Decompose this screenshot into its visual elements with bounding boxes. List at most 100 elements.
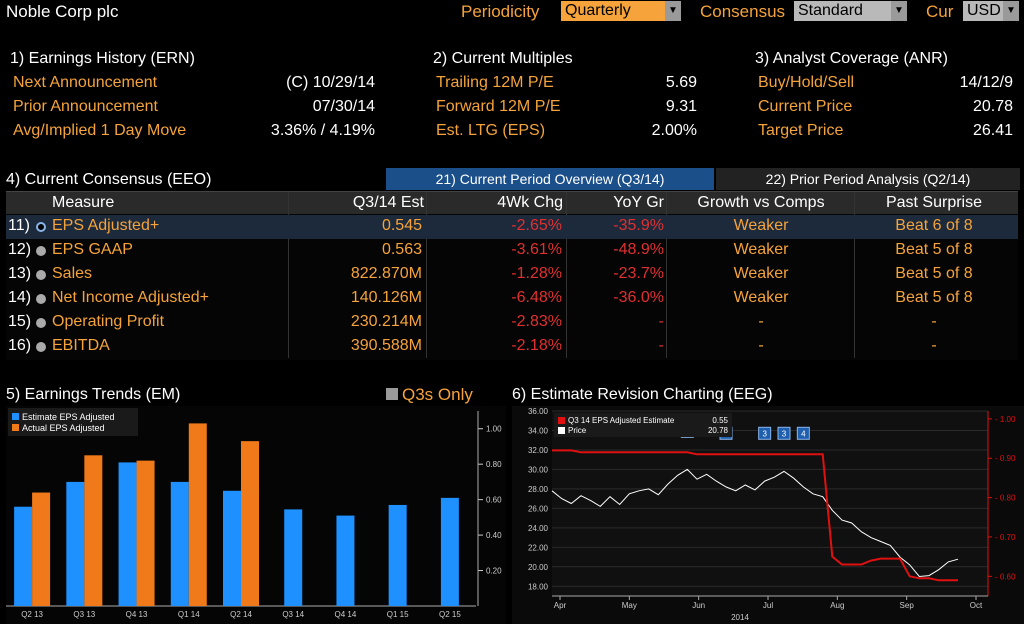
estimate-value: 390.588M: [350, 337, 422, 354]
anr-label-target: Target Price: [758, 122, 844, 139]
anr-title[interactable]: 3) Analyst Coverage (ANR): [755, 50, 948, 67]
ern-value-next: (C) 10/29/14: [286, 74, 375, 91]
legend-background: [554, 413, 732, 437]
four-week-change: -3.61%: [511, 241, 562, 258]
row-number: 15): [8, 313, 32, 330]
col-surprise[interactable]: Past Surprise: [885, 194, 983, 211]
anr-value-target: 26.41: [972, 122, 1013, 139]
multiples-value-trailing: 5.69: [665, 74, 697, 91]
plot-area: [552, 411, 988, 596]
growth-vs-comps: Weaker: [733, 289, 789, 306]
radio-button[interactable]: [36, 318, 46, 328]
currency-select[interactable]: USD: [963, 1, 1003, 21]
tab-prior-period[interactable]: 22) Prior Period Analysis (Q2/14): [716, 168, 1020, 190]
measure-name: EPS GAAP: [52, 241, 133, 258]
revision-marker-box: [796, 426, 810, 440]
y-left-tick-label: 32.00: [528, 446, 549, 455]
y-tick-label: 0.40: [486, 531, 502, 540]
y-right-tick-label: - 0.80: [995, 494, 1016, 503]
eeo-table: Measure Q3/14 Est 4Wk Chg YoY Gr Growth …: [6, 191, 1018, 360]
radio-button[interactable]: [36, 342, 46, 352]
eeg-title[interactable]: 6) Estimate Revision Charting (EEG): [512, 386, 773, 403]
y-left-tick-label: 18.00: [528, 582, 549, 591]
legend-swatch: [558, 427, 565, 434]
measure-name: Net Income Adjusted+: [52, 289, 209, 306]
table-row[interactable]: 15) Operating Profit 230.214M -2.83% - - -: [6, 311, 1018, 335]
past-surprise: Beat 5 of 8: [895, 241, 973, 258]
chevron-down-icon[interactable]: ▼: [1003, 1, 1019, 21]
col-est[interactable]: Q3/14 Est: [352, 194, 424, 211]
eeo-title[interactable]: 4) Current Consensus (EEO): [6, 171, 212, 188]
earnings-trend-chart: 0.20 0.40 0.60 0.80 1.00 Q2 13 Q3 13 Q4 13 Q1 14…: [6, 406, 506, 624]
col-growth[interactable]: Growth vs Comps: [697, 194, 825, 211]
x-tick-label: Oct: [970, 601, 983, 610]
x-tick-label: Apr: [554, 601, 567, 610]
legend-value: 20.78: [708, 426, 729, 435]
past-surprise: Beat 5 of 8: [895, 265, 973, 282]
y-tick-label: 0.80: [486, 460, 502, 469]
actual-bar: [32, 492, 51, 606]
ern-label-move: Avg/Implied 1 Day Move: [13, 122, 187, 139]
x-tick-label: Q3 13: [73, 610, 95, 619]
ern-label-next: Next Announcement: [13, 74, 158, 91]
radio-button[interactable]: [36, 246, 46, 256]
measure-name: EPS Adjusted+: [52, 217, 160, 234]
em-title[interactable]: 5) Earnings Trends (EM): [6, 386, 181, 403]
multiples-value-ltg: 2.00%: [651, 122, 697, 139]
chevron-down-icon[interactable]: ▼: [891, 1, 907, 21]
estimate-revision-chart: 18.00 20.00 22.00 24.00 26.00 28.00 30.00 32.00…: [512, 406, 1024, 624]
table-row[interactable]: 16) EBITDA 390.588M -2.18% - - -: [6, 335, 1018, 359]
multiples-label-ltg: Est. LTG (EPS): [436, 122, 546, 139]
col-4wk[interactable]: 4Wk Chg: [497, 194, 563, 211]
periodicity-select[interactable]: Quarterly: [561, 1, 665, 21]
radio-button[interactable]: [36, 270, 46, 280]
col-yoy[interactable]: YoY Gr: [613, 194, 664, 211]
table-row[interactable]: 11) EPS Adjusted+ 0.545 -2.65% -35.9% Weaker B…: [6, 215, 1018, 239]
x-tick-label: Q4 14: [335, 610, 357, 619]
eeo-header-row: [6, 192, 1018, 214]
estimate-value: 140.126M: [350, 289, 422, 306]
estimate-value: 230.214M: [350, 313, 422, 330]
ern-title[interactable]: 1) Earnings History (ERN): [10, 50, 195, 67]
measure-name: EBITDA: [52, 337, 110, 354]
chevron-down-icon[interactable]: ▼: [665, 1, 681, 21]
x-tick-label: Q2 15: [439, 610, 461, 619]
y-left-tick-label: 34.00: [528, 426, 549, 435]
legend-label: Q3 14 EPS Adjusted Estimate: [568, 416, 675, 425]
actual-bar: [136, 460, 155, 606]
anr-label-bhs: Buy/Hold/Sell: [758, 74, 855, 91]
y-tick-label: 1.00: [486, 425, 502, 434]
revision-marker-label: 3: [762, 429, 767, 438]
measure-name: Sales: [52, 265, 93, 282]
four-week-change: -2.18%: [511, 337, 562, 354]
chart-legend: Q3 14 EPS Adjusted Estimate 0.55 Price 20.7…: [554, 413, 732, 437]
estimate-bar: [336, 515, 355, 606]
radio-button[interactable]: [36, 294, 46, 304]
table-row[interactable]: 13) Sales 822.870M -1.28% -23.7% Weaker Beat 5…: [6, 263, 1018, 287]
ern-value-move: 3.36% / 4.19%: [270, 122, 375, 139]
x-tick-label: Q2 13: [21, 610, 43, 619]
yoy-growth: -36.0%: [613, 289, 664, 306]
radio-button[interactable]: [36, 222, 46, 232]
consensus-select[interactable]: Standard: [794, 1, 898, 21]
revision-marker: 4: [796, 426, 810, 440]
row-number: 16): [8, 337, 32, 354]
four-week-change: -2.83%: [511, 313, 562, 330]
multiples-label-trailing: Trailing 12M P/E: [436, 74, 554, 91]
table-row[interactable]: 14) Net Income Adjusted+ 140.126M -6.48% -36…: [6, 287, 1018, 311]
price-line: [551, 468, 959, 578]
tab-current-period[interactable]: 21) Current Period Overview (Q3/14): [386, 168, 714, 190]
table-row[interactable]: 12) EPS GAAP 0.563 -3.61% -48.9% Weaker Beat 5…: [6, 239, 1018, 263]
x-tick-label: Jul: [763, 601, 773, 610]
y-left-tick-label: 20.00: [528, 563, 549, 572]
q3s-only-label[interactable]: Q3s Only: [402, 385, 473, 404]
q3s-only-checkbox[interactable]: [386, 388, 398, 400]
y-left-tick-label: 22.00: [528, 543, 549, 552]
four-week-change: -2.65%: [511, 217, 562, 234]
col-measure[interactable]: Measure: [52, 194, 115, 211]
yoy-growth: -48.9%: [613, 241, 664, 258]
past-surprise: -: [931, 313, 937, 330]
yoy-growth: -23.7%: [613, 265, 664, 282]
y-left-tick-label: 24.00: [528, 524, 549, 533]
row-number: 12): [8, 241, 32, 258]
